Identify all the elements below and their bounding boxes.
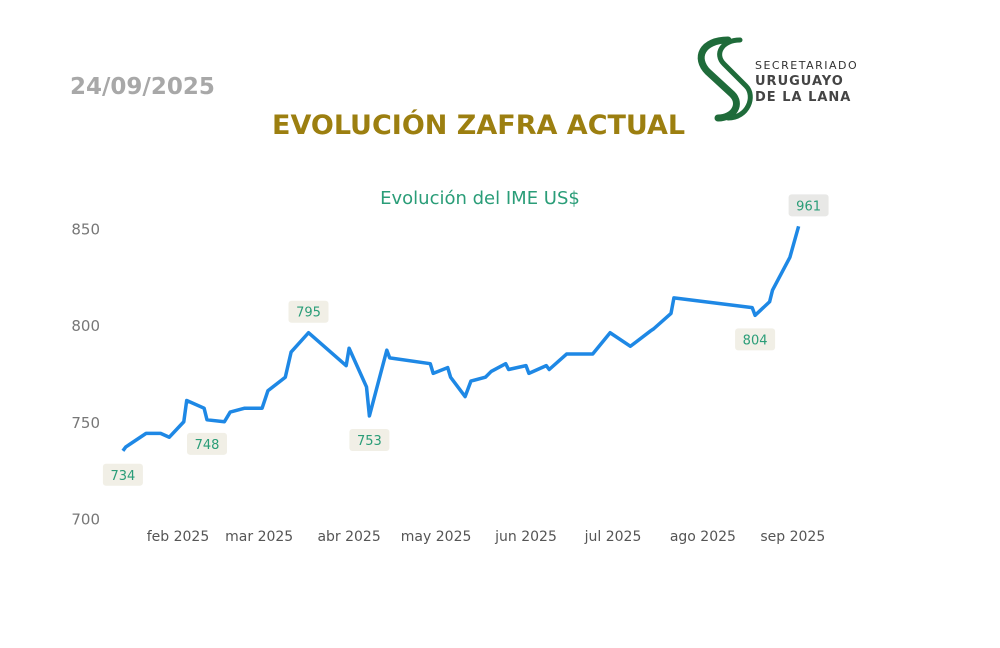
data-label: 804: [735, 328, 776, 351]
x-tick-label: mar 2025: [225, 529, 293, 545]
data-label: 748: [187, 432, 227, 455]
y-tick-label: 800: [71, 317, 100, 335]
data-label-text: 961: [796, 199, 821, 214]
logo-s-icon: [697, 36, 753, 122]
y-tick-label: 850: [71, 220, 100, 238]
series-line: [121, 225, 801, 452]
data-label-text: 753: [357, 434, 382, 449]
logo-line: URUGUAYO: [755, 74, 844, 89]
data-label: 753: [349, 428, 390, 451]
x-tick-label: jun 2025: [494, 529, 557, 545]
data-label-box: [788, 194, 829, 217]
data-label-box: [349, 428, 390, 451]
data-label-box: [102, 463, 143, 486]
x-tick-label: may 2025: [401, 529, 472, 545]
data-label: 734: [102, 463, 143, 486]
date-label: 24/09/2025: [70, 74, 215, 100]
x-tick-label: feb 2025: [147, 529, 210, 545]
data-label-box: [288, 300, 329, 323]
data-label-text: 734: [110, 469, 135, 484]
x-tick-label: jul 2025: [584, 529, 642, 545]
logo-line: SECRETARIADO: [755, 59, 859, 72]
data-label-box: [735, 328, 776, 351]
data-label-box: [187, 432, 227, 455]
x-tick-label: abr 2025: [317, 529, 380, 545]
chart-title: Evolución del IME US$: [380, 188, 580, 209]
data-label: 795: [288, 300, 329, 323]
y-tick-label: 750: [71, 414, 100, 432]
y-tick-label: 700: [71, 511, 100, 529]
page-title: EVOLUCIÓN ZAFRA ACTUAL: [272, 110, 686, 141]
logo-text: SECRETARIADO URUGUAYO DE LA LANA: [755, 58, 858, 106]
logo-line: DE LA LANA: [755, 90, 852, 105]
x-tick-label: sep 2025: [760, 529, 825, 545]
x-tick-label: ago 2025: [670, 529, 736, 545]
data-label-text: 804: [743, 333, 768, 348]
data-label-text: 748: [195, 438, 220, 453]
data-label: 961: [788, 194, 829, 217]
data-label-text: 795: [296, 306, 321, 321]
